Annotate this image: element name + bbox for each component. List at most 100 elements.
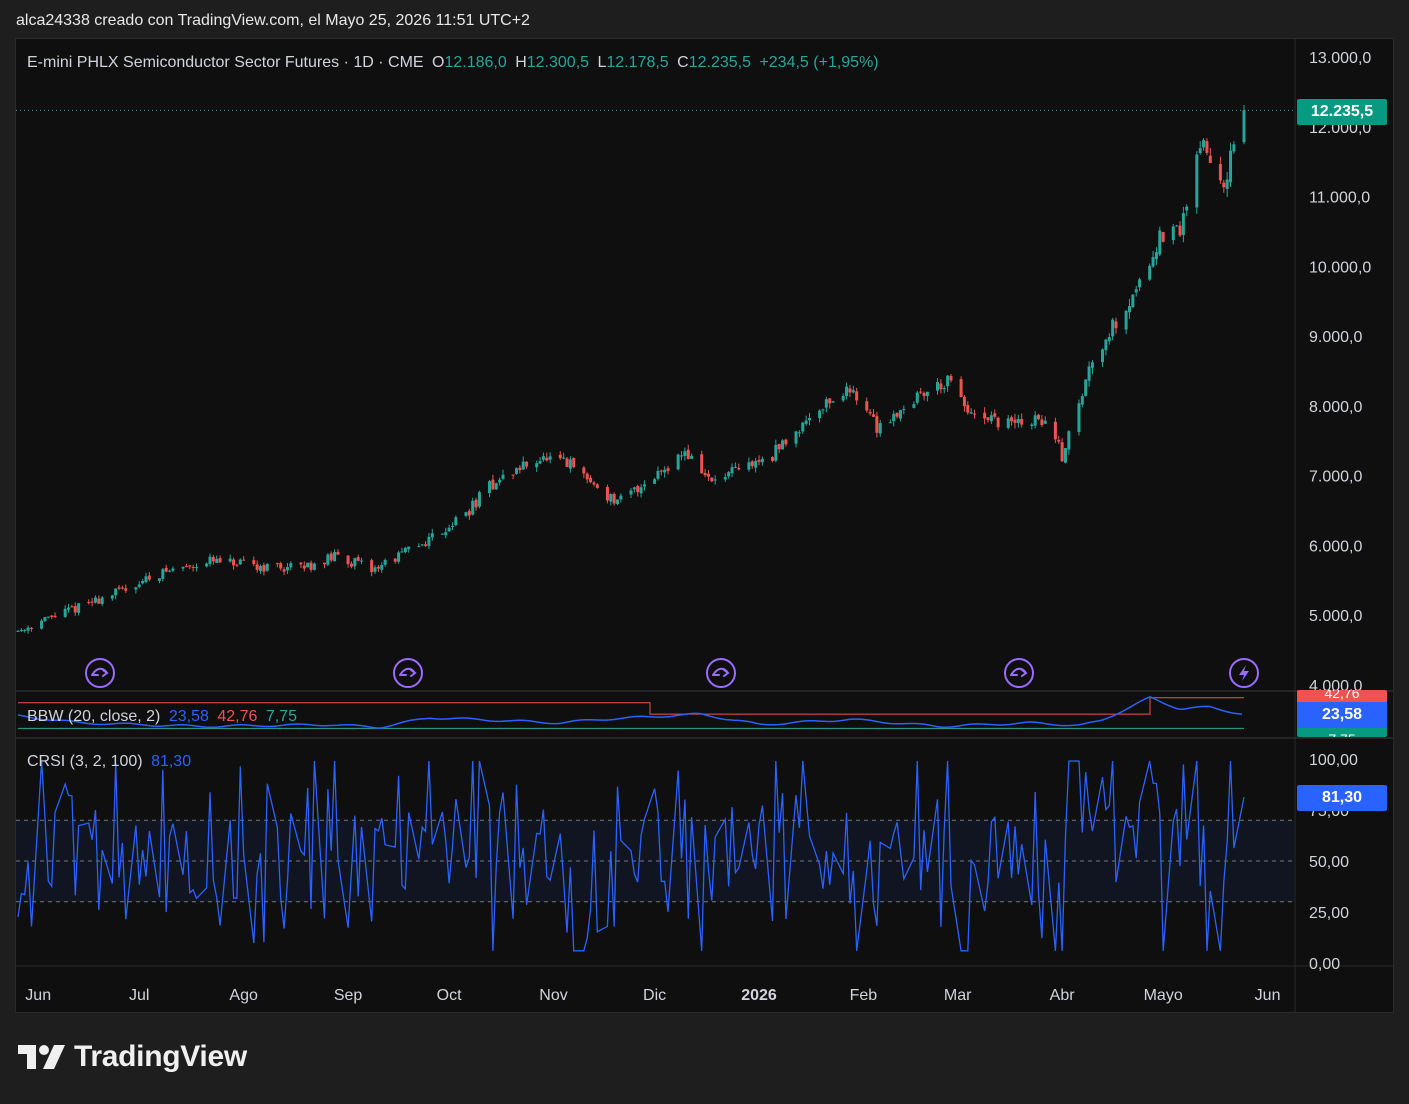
candle [161, 567, 165, 582]
candle [872, 409, 876, 418]
candle [942, 385, 946, 394]
candle [255, 560, 259, 573]
event-icons [85, 658, 1259, 688]
candle [67, 604, 71, 613]
candle [1053, 417, 1057, 443]
candle [26, 625, 30, 634]
candle [29, 627, 33, 632]
candle [164, 564, 168, 573]
candle [1161, 231, 1165, 243]
candle [605, 484, 609, 504]
candle [498, 477, 502, 486]
candle [892, 410, 896, 427]
candle [420, 544, 424, 547]
high-label: H [515, 54, 527, 71]
candle [1060, 438, 1064, 462]
candle [141, 578, 145, 585]
candle [43, 617, 47, 622]
candle [592, 480, 596, 487]
price-pane [16, 105, 1294, 634]
candle [491, 474, 495, 490]
dividend-icon[interactable] [393, 658, 423, 688]
candle [781, 439, 785, 450]
candle [117, 585, 121, 591]
candle [1242, 105, 1246, 145]
bbw-line [17, 695, 1243, 729]
candle [737, 463, 741, 471]
candle [70, 604, 74, 608]
axes: 13.000,012.000,011.000,010.000,09.000,08… [16, 39, 1393, 1012]
candle [430, 528, 434, 541]
brand-name: TradingView [74, 1040, 247, 1073]
price-tick-label: 6.000,0 [1309, 538, 1362, 555]
candle [898, 409, 902, 422]
candle [1087, 361, 1091, 387]
candle [77, 603, 81, 616]
symbol-name[interactable]: E-mini PHLX Semiconductor Sector Futures… [27, 54, 424, 71]
candle [289, 561, 293, 571]
candle [939, 379, 943, 394]
time-tick-label: Nov [539, 987, 567, 1004]
candle [147, 571, 151, 582]
candle [663, 466, 667, 478]
candle [875, 411, 879, 438]
candle [733, 462, 737, 469]
candle [205, 562, 209, 568]
candle [1104, 338, 1108, 356]
candle [168, 569, 172, 573]
flash-icon[interactable] [1229, 658, 1259, 688]
open-label: O [432, 54, 445, 71]
candle [100, 596, 104, 606]
price-tick-label: 8.000,0 [1309, 399, 1362, 416]
symbol-legend[interactable]: E-mini PHLX Semiconductor Sector Futures… [27, 54, 883, 72]
candle [821, 408, 825, 415]
candle [983, 407, 987, 425]
candle [262, 562, 266, 576]
candle [1171, 223, 1175, 245]
bbw-label[interactable]: BBW (20, close, 2) [27, 708, 161, 725]
time-tick-label: Mar [944, 987, 972, 1004]
candle [1148, 263, 1152, 281]
candle [521, 456, 525, 470]
candle [801, 421, 805, 434]
candle [545, 452, 549, 462]
candle [302, 561, 306, 572]
open-value: 12.186,0 [444, 54, 507, 71]
candle [794, 430, 798, 448]
brand[interactable]: TradingView [18, 1040, 247, 1074]
dividend-icon[interactable] [1004, 658, 1034, 688]
candle [1043, 416, 1047, 425]
candle [120, 585, 124, 590]
candle [1067, 430, 1071, 455]
crsi-label[interactable]: CRSI (3, 2, 100) [27, 753, 143, 770]
candle [582, 465, 586, 479]
candle [1131, 294, 1135, 308]
candle [1080, 393, 1084, 408]
candle [275, 562, 279, 568]
candle [1030, 422, 1034, 430]
candle [188, 564, 192, 570]
candle [946, 374, 950, 392]
crsi-tick-label: 0,00 [1309, 956, 1340, 973]
candle [1101, 348, 1105, 367]
bbw-legend[interactable]: BBW (20, close, 2) 23,58 42,76 7,75 [27, 708, 301, 726]
candle [616, 499, 620, 506]
candle [114, 588, 118, 600]
dividend-icon[interactable] [706, 658, 736, 688]
candle [683, 447, 687, 461]
price-tick-label: 9.000,0 [1309, 329, 1362, 346]
dividend-icon[interactable] [85, 658, 115, 688]
candle [440, 533, 444, 535]
crsi-legend[interactable]: CRSI (3, 2, 100) 81,30 [27, 753, 195, 771]
candle [427, 532, 431, 550]
candle [299, 562, 303, 568]
candle [915, 390, 919, 405]
candle [1202, 138, 1206, 151]
time-tick-label: Mayo [1144, 987, 1183, 1004]
candle [1222, 179, 1226, 193]
candle [40, 618, 44, 630]
candle [1063, 447, 1067, 464]
candle [848, 384, 852, 398]
low-value: 12.178,5 [606, 54, 669, 71]
